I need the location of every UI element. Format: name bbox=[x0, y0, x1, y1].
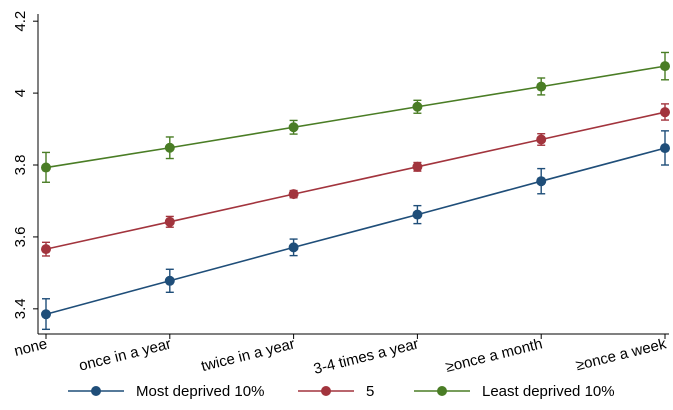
x-tick-label: once in a year bbox=[77, 335, 173, 374]
series-line bbox=[45, 111, 666, 250]
series-2 bbox=[41, 103, 670, 257]
legend-item: 5 bbox=[298, 383, 374, 400]
y-ticks: 3.4 3.6 3.8 4 4.2 bbox=[12, 11, 38, 319]
data-point bbox=[536, 134, 547, 145]
legend-label: 5 bbox=[366, 383, 374, 400]
data-point bbox=[660, 143, 670, 154]
x-tick-label: 3-4 times a year bbox=[312, 335, 420, 378]
series-line bbox=[45, 65, 666, 169]
data-point bbox=[164, 275, 175, 286]
y-tick-label: 3.8 bbox=[12, 155, 29, 176]
data-point bbox=[536, 176, 547, 187]
data-point bbox=[412, 209, 423, 220]
y-tick-label: 3.6 bbox=[12, 226, 29, 247]
x-tick-label: twice in a year bbox=[199, 335, 296, 375]
legend: Most deprived 10% 5 Least deprived 10% bbox=[68, 383, 615, 400]
data-point bbox=[288, 189, 299, 200]
series-layer bbox=[41, 51, 670, 331]
data-point bbox=[164, 216, 175, 227]
series-3 bbox=[41, 51, 670, 183]
x-tick-label: ≥once a month bbox=[444, 335, 544, 375]
legend-item: Most deprived 10% bbox=[68, 383, 264, 400]
data-point bbox=[412, 161, 423, 172]
legend-marker bbox=[437, 386, 447, 396]
legend-item: Least deprived 10% bbox=[414, 383, 615, 400]
data-point bbox=[288, 122, 299, 133]
data-point bbox=[41, 244, 51, 255]
data-point bbox=[660, 61, 670, 72]
legend-marker bbox=[91, 386, 101, 396]
x-ticks: none once in a year twice in a year 3-4 tim… bbox=[12, 334, 668, 378]
series-1 bbox=[41, 130, 670, 331]
legend-marker bbox=[321, 386, 331, 396]
data-point bbox=[41, 309, 51, 320]
data-point bbox=[164, 142, 175, 153]
legend-label: Most deprived 10% bbox=[136, 383, 264, 400]
data-point bbox=[288, 242, 299, 253]
data-point bbox=[41, 162, 51, 173]
data-point bbox=[536, 81, 547, 92]
plot-area: 3.4 3.6 3.8 4 4.2 none once in a year twice in… bbox=[12, 11, 670, 378]
data-point bbox=[412, 101, 423, 112]
y-tick-label: 4 bbox=[12, 89, 29, 97]
x-tick-label: none bbox=[12, 335, 48, 360]
y-tick-label: 3.4 bbox=[12, 298, 29, 319]
data-point bbox=[660, 107, 670, 118]
x-tick-label: ≥once a week bbox=[574, 335, 668, 374]
series-line bbox=[45, 147, 666, 315]
y-tick-label: 4.2 bbox=[12, 11, 29, 32]
legend-label: Least deprived 10% bbox=[482, 383, 615, 400]
